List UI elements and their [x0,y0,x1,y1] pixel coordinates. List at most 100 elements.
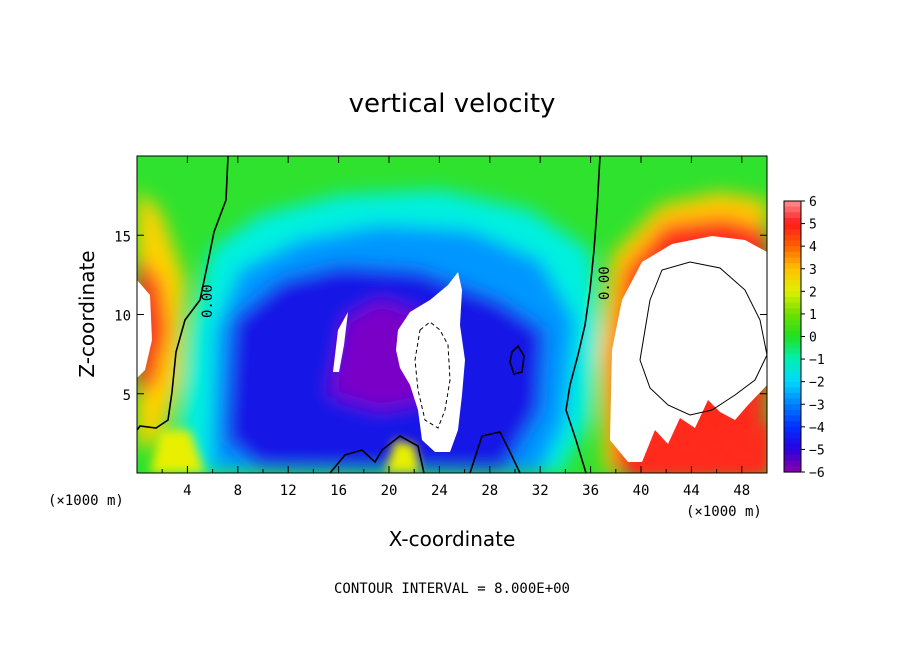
y-tick-label: 10 [114,309,131,325]
heatmap-plot-area: 0.00 0.00 [137,156,767,473]
colorbar: 6 5 4 3 2 1 0 −1 −2 −3 −4 −5 −6 [783,195,825,481]
colorbar-cell [784,426,801,434]
colorbar-label: −1 [809,353,825,368]
colorbar-cell [784,415,801,422]
colorbar-cell [784,268,801,275]
x-unit-label: (×1000 m) [686,504,762,520]
colorbar-cell [784,466,801,473]
x-axis-ticks: 4 8 12 16 20 24 28 32 36 40 44 48 [161,156,750,499]
colorbar-cell [784,353,801,360]
bottom-yellow-patch-left [150,430,205,473]
right-saturated-core [610,236,767,462]
colorbar-cell [784,455,801,462]
colorbar-cell [784,432,801,439]
x-tick-label: 4 [183,483,191,499]
colorbar-cell [784,313,801,321]
zero-contour-loop [509,344,525,375]
colorbar-cell [784,392,801,400]
x-tick-label: 32 [532,483,549,499]
contour-label-right: 0.00 [597,266,613,300]
x-tick-label: 40 [633,483,650,499]
colorbar-cell [784,364,801,371]
colorbar-cell [784,449,801,456]
contour-lines [137,156,601,473]
colorbar-cell [784,370,801,377]
colorbar-cell [784,460,801,467]
center-dashed-contour [414,321,451,429]
colorbar-label: 6 [809,195,817,210]
colorbar-cell [784,212,801,219]
colorbar-cell [784,319,801,326]
thin-contour-lines [414,261,767,429]
colorbar-cells [784,201,801,473]
colorbar-label: 0 [809,331,817,346]
colorbar-cell [784,263,801,270]
colorbar-cell [784,376,801,383]
colorbar-label: −5 [809,443,825,458]
colorbar-cell [784,347,801,355]
x-tick-label: 16 [330,483,347,499]
colorbar-cell [784,229,801,236]
colorbar-cell [784,223,801,230]
colorbar-label: 1 [809,308,817,323]
colorbar-label: −2 [809,376,825,391]
y-tick-label: 5 [123,388,131,404]
colorbar-cell [784,274,801,281]
zero-contour-right [565,156,601,473]
colorbar-cell [784,201,801,208]
contour-interval-text: CONTOUR INTERVAL = 8.000E+00 [334,581,570,597]
colorbar-cell [784,302,801,309]
x-tick-label: 20 [381,483,398,499]
colorbar-cell [784,217,801,225]
colorbar-cell [784,240,801,247]
crescent-saturated-core [333,312,348,372]
y-axis-ticks: 5 10 15 [114,229,767,404]
colorbar-cell [784,285,801,292]
right-core-contour [639,261,767,416]
colorbar-label: −4 [809,421,825,436]
colorbar-label: 4 [809,240,817,255]
colorbar-cell [784,381,801,388]
colorbar-cell [784,280,801,287]
colorbar-cell [784,308,801,315]
zero-contour-bottom-right [469,431,521,473]
colorbar-cell [784,234,801,242]
colorbar-cell [784,291,801,298]
zero-contour-left [137,156,229,431]
colorbar-cell [784,421,801,428]
colorbar-cell [784,296,801,304]
z-unit-label: (×1000 m) [48,493,124,509]
x-tick-label: 24 [431,483,448,499]
x-tick-label: 8 [234,483,242,499]
colorbar-label: 3 [809,263,817,278]
colorbar-label: −3 [809,398,825,413]
colorbar-cell [784,398,801,405]
zero-contour-bottom [329,435,425,473]
x-tick-label: 28 [481,483,498,499]
x-axis-title: X-coordinate [389,527,516,551]
x-tick-label: 44 [683,483,700,499]
colorbar-cell [784,336,801,343]
colorbar-cell [784,342,801,349]
colorbar-cell [784,443,801,451]
colorbar-cell [784,206,801,213]
colorbar-cell [784,387,801,394]
colorbar-label: 2 [809,285,817,300]
colorbar-cell [784,251,801,259]
colorbar-cell [784,409,801,417]
colorbar-labels: 6 5 4 3 2 1 0 −1 −2 −3 −4 −5 −6 [801,195,825,481]
colorbar-cell [784,359,801,366]
colorbar-cell [784,257,801,264]
y-tick-label: 15 [114,229,131,245]
colorbar-cell [784,330,801,338]
chart-title: vertical velocity [349,89,556,119]
colorbar-cell [784,404,801,411]
colorbar-cell [784,246,801,253]
x-tick-label: 12 [280,483,297,499]
colorbar-label: −6 [809,466,825,481]
x-tick-label: 48 [733,483,750,499]
x-tick-label: 36 [582,483,599,499]
colorbar-label: 5 [809,218,817,233]
y-axis-title: Z-coordinate [75,250,99,377]
